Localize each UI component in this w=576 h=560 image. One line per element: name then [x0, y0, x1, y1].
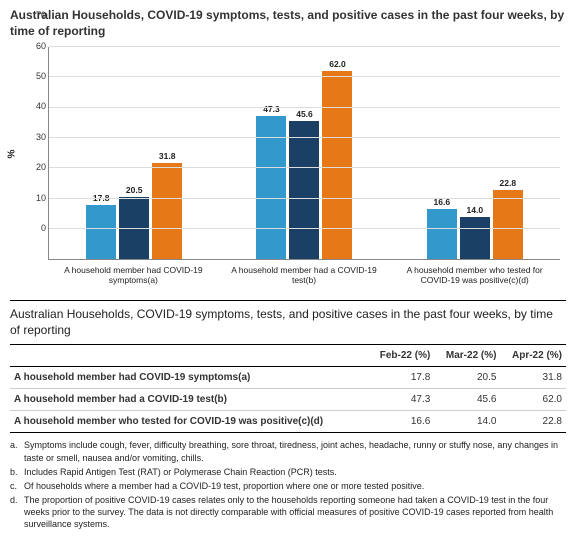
column-header: Feb-22 (%) [368, 345, 434, 367]
table-cell: 62.0 [500, 389, 566, 411]
y-tick-label: 70 [36, 10, 46, 20]
gridline [49, 107, 560, 108]
table-cell: 22.8 [500, 411, 566, 433]
column-header [10, 345, 368, 367]
bar: 22.8 [493, 190, 523, 259]
bar: 17.8 [86, 205, 116, 259]
gridline [49, 167, 560, 168]
y-axis: % 010203040506070 [10, 47, 48, 260]
gridline [49, 76, 560, 77]
footnote: a.Symptoms include cough, fever, difficu… [10, 439, 566, 463]
chart-section: Australian Households, COVID-19 symptoms… [0, 0, 576, 296]
column-header: Apr-22 (%) [500, 345, 566, 367]
x-axis-labels: A household member had COVID-19 symptoms… [48, 262, 560, 292]
gridline [49, 228, 560, 229]
table-body: A household member had COVID-19 symptoms… [10, 367, 566, 433]
table-cell: 14.0 [434, 411, 500, 433]
footnote: c.Of households where a member had a COV… [10, 480, 566, 492]
bar: 45.6 [289, 121, 319, 259]
table-title: Australian Households, COVID-19 symptoms… [10, 307, 566, 338]
plot-region: 17.820.531.847.345.662.016.614.022.8 [48, 47, 560, 260]
bar-value-label: 45.6 [296, 109, 313, 119]
bar: 14.0 [460, 217, 490, 259]
y-tick-label: 60 [36, 41, 46, 51]
y-tick-label: 50 [36, 71, 46, 81]
bar: 31.8 [152, 163, 182, 259]
x-tick-label: A household member had COVID-19 symptoms… [48, 262, 219, 292]
table-cell: 45.6 [434, 389, 500, 411]
footnote-key: c. [10, 480, 24, 492]
table-cell: A household member who tested for COVID-… [10, 411, 368, 433]
table-row: A household member who tested for COVID-… [10, 411, 566, 433]
footnote-text: The proportion of positive COVID-19 case… [24, 494, 566, 530]
footnote: d.The proportion of positive COVID-19 ca… [10, 494, 566, 530]
footnote-text: Symptoms include cough, fever, difficult… [24, 439, 566, 463]
table-cell: A household member had COVID-19 symptoms… [10, 367, 368, 389]
footnote: b.Includes Rapid Antigen Test (RAT) or P… [10, 466, 566, 478]
footnote-text: Of households where a member had a COVID… [24, 480, 566, 492]
data-table: Feb-22 (%)Mar-22 (%)Apr-22 (%) A househo… [10, 344, 566, 433]
chart-plot-area: % 010203040506070 17.820.531.847.345.662… [10, 47, 566, 292]
table-row: A household member had a COVID-19 test(b… [10, 389, 566, 411]
y-tick-label: 20 [36, 162, 46, 172]
table-cell: 31.8 [500, 367, 566, 389]
footnote-text: Includes Rapid Antigen Test (RAT) or Pol… [24, 466, 566, 478]
column-header: Mar-22 (%) [434, 345, 500, 367]
bar-value-label: 31.8 [159, 151, 176, 161]
y-axis-label: % [7, 149, 18, 158]
table-row: A household member had COVID-19 symptoms… [10, 367, 566, 389]
bar-value-label: 22.8 [500, 178, 517, 188]
table-header-row: Feb-22 (%)Mar-22 (%)Apr-22 (%) [10, 345, 566, 367]
footnote-key: a. [10, 439, 24, 463]
bar-value-label: 14.0 [467, 205, 484, 215]
table-section: Australian Households, COVID-19 symptoms… [0, 301, 576, 433]
bar: 62.0 [322, 71, 352, 259]
bar-value-label: 47.3 [263, 104, 280, 114]
footnote-key: b. [10, 466, 24, 478]
bar: 16.6 [427, 209, 457, 259]
y-tick-label: 0 [41, 223, 46, 233]
y-tick-label: 40 [36, 101, 46, 111]
gridline [49, 137, 560, 138]
bar-value-label: 62.0 [329, 59, 346, 69]
chart-title: Australian Households, COVID-19 symptoms… [10, 8, 566, 39]
table-cell: 47.3 [368, 389, 434, 411]
y-tick-label: 10 [36, 193, 46, 203]
table-cell: A household member had a COVID-19 test(b… [10, 389, 368, 411]
bar-value-label: 20.5 [126, 185, 143, 195]
footnote-key: d. [10, 494, 24, 530]
gridline [49, 46, 560, 47]
table-cell: 16.6 [368, 411, 434, 433]
y-tick-label: 30 [36, 132, 46, 142]
table-cell: 17.8 [368, 367, 434, 389]
x-tick-label: A household member had a COVID-19 test(b… [219, 262, 390, 292]
x-tick-label: A household member who tested for COVID-… [389, 262, 560, 292]
footnotes: a.Symptoms include cough, fever, difficu… [0, 433, 576, 538]
gridline [49, 198, 560, 199]
table-cell: 20.5 [434, 367, 500, 389]
